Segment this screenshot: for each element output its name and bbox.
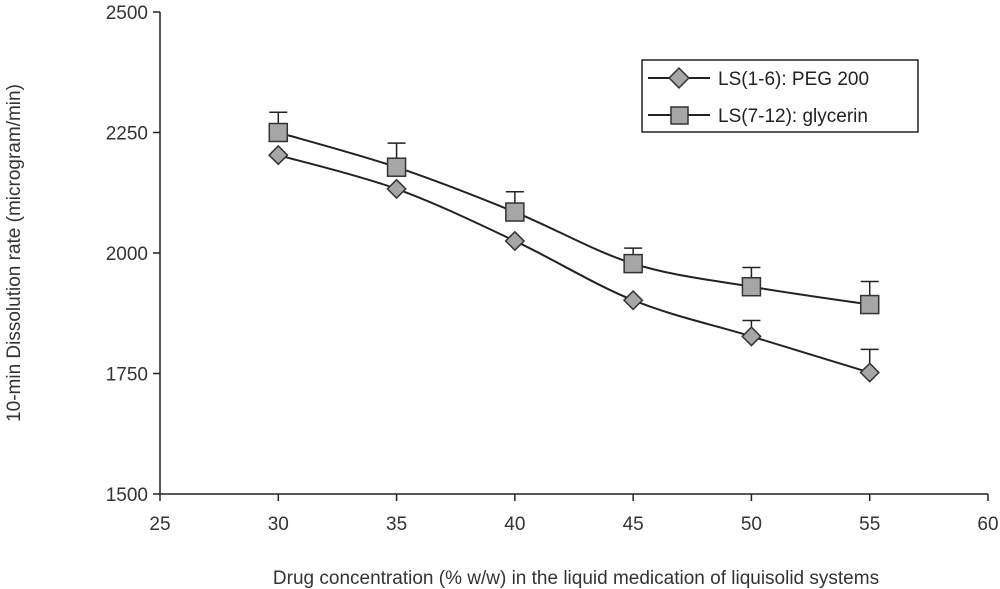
y-tick-labels: 1500 1750 2000 2250 2500: [106, 3, 148, 506]
y-tick-label: 2500: [106, 3, 148, 24]
legend-marker-2: [670, 106, 689, 125]
data-point-square: [623, 253, 643, 274]
x-tick-label: 50: [741, 514, 762, 535]
x-tick-label: 40: [504, 514, 525, 535]
data-point-diamond: [741, 326, 762, 347]
legend-label-2: LS(7-12): glycerin: [718, 106, 868, 127]
series-2: [268, 111, 880, 315]
x-tick-label: 35: [386, 514, 407, 535]
series-layer: [268, 111, 880, 383]
series-line: [278, 154, 871, 374]
data-point-diamond: [622, 289, 644, 311]
data-point-square: [386, 157, 407, 177]
y-tick-label: 1500: [106, 485, 148, 506]
x-tick-label: 55: [859, 514, 880, 535]
data-point-square: [505, 202, 525, 222]
x-tick-label: 25: [149, 514, 170, 535]
legend-marker-1: [668, 67, 690, 89]
data-point-diamond: [268, 144, 289, 166]
x-axis-title: Drug concentration (% w/w) in the liquid…: [273, 568, 879, 589]
y-axis-title: 10-min Dissolution rate (microgram/min): [4, 84, 25, 422]
x-tick-labels: 25 30 35 40 45 50 55 60: [149, 514, 998, 535]
data-point-diamond: [859, 362, 880, 383]
data-point-square: [859, 294, 880, 315]
legend-label-1: LS(1-6): PEG 200: [718, 69, 869, 90]
x-tick-label: 30: [268, 514, 289, 535]
data-point-square: [268, 122, 289, 143]
axes: [153, 11, 989, 501]
series-line: [278, 131, 870, 306]
y-tick-label: 2000: [106, 244, 148, 265]
data-point-square: [741, 276, 762, 297]
y-tick-label: 1750: [106, 365, 148, 386]
legend: LS(1-6): PEG 200 LS(7-12): glycerin: [641, 59, 919, 133]
data-point-diamond: [386, 178, 407, 200]
x-tick-label: 60: [977, 514, 998, 535]
series-1: [268, 144, 880, 383]
data-point-diamond: [504, 230, 526, 252]
y-tick-label: 2250: [106, 124, 148, 145]
x-tick-label: 45: [623, 514, 644, 535]
